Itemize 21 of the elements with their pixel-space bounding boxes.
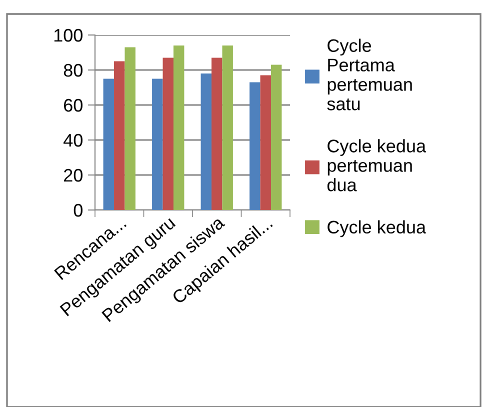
y-tick-label: 40 — [64, 134, 82, 147]
bar — [103, 78, 114, 210]
legend-label: Cycle Pertama pertemuan satu — [327, 38, 412, 110]
bar — [152, 78, 163, 210]
bar — [212, 58, 222, 210]
y-tick-label: 20 — [64, 168, 82, 182]
bar — [173, 46, 184, 210]
y-tick-label: 80 — [64, 64, 82, 77]
bar — [200, 74, 212, 210]
y-tick-label: 0 — [74, 204, 82, 217]
legend-label: Cycle kedua — [328, 220, 426, 238]
bar — [260, 75, 271, 210]
bar — [162, 58, 174, 210]
bar — [222, 46, 233, 210]
bar — [124, 47, 136, 210]
y-tick-label: 100 — [54, 28, 82, 42]
y-tick-label: 60 — [64, 98, 82, 112]
bar — [250, 82, 260, 210]
bar — [114, 61, 125, 210]
bar — [270, 64, 282, 210]
legend-label: Cycle kedua pertemuan dua — [327, 139, 426, 192]
